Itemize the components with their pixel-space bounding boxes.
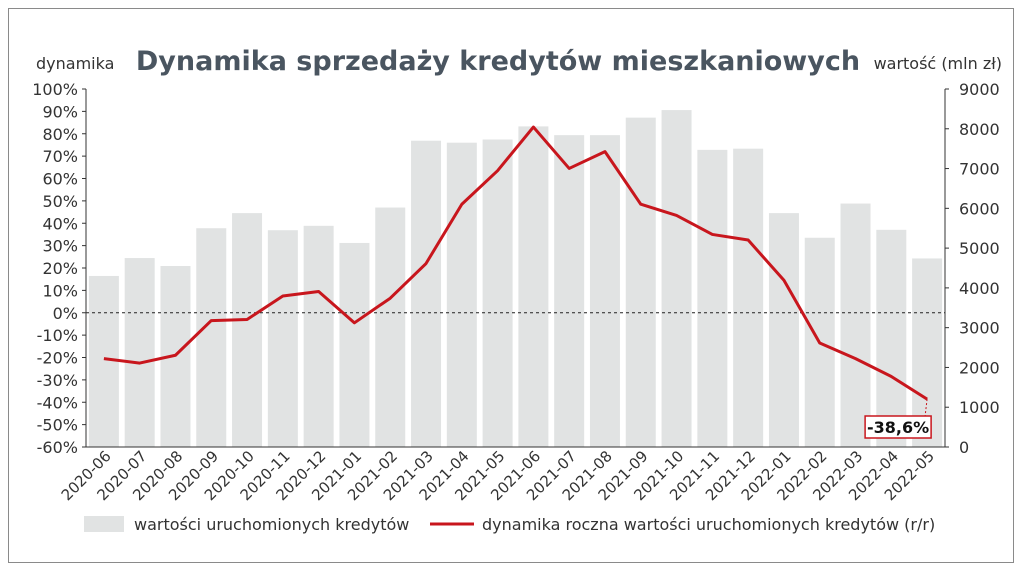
right-tick-label: 7000: [959, 160, 1000, 179]
bar-2022-03: [840, 203, 871, 447]
left-tick-label: 0%: [53, 304, 78, 323]
bar-2022-01: [768, 213, 799, 447]
annotation-group: -38,6%: [864, 399, 932, 439]
annotation-box: [864, 415, 932, 439]
bar-2020-09: [196, 228, 227, 447]
bar-2021-06: [518, 126, 549, 447]
left-tick-label: 10%: [42, 281, 78, 300]
bar-2021-07: [554, 135, 585, 448]
bar-2021-04: [446, 142, 477, 447]
bar-2021-12: [733, 148, 764, 447]
right-tick-label: 5000: [959, 239, 1000, 258]
left-axis-title: dynamika: [36, 54, 114, 73]
left-tick-label: 20%: [42, 259, 78, 278]
left-tick-label: -20%: [37, 349, 78, 368]
bar-2020-07: [124, 258, 155, 447]
bar-2020-12: [303, 225, 334, 447]
bar-2021-01: [339, 242, 370, 447]
left-tick-label: 100%: [32, 80, 78, 99]
right-tick-label: 9000: [959, 80, 1000, 99]
left-tick-label: -60%: [37, 438, 78, 457]
legend-bar-swatch: [84, 516, 124, 532]
bar-2021-11: [697, 149, 728, 448]
right-tick-label: 1000: [959, 398, 1000, 417]
right-axis-title: wartość (mln zł): [874, 54, 1002, 73]
legend-line-label: dynamika roczna wartości uruchomionych k…: [482, 515, 935, 534]
right-tick-label: 0: [959, 438, 969, 457]
chart-title: Dynamika sprzedaży kredytów mieszkaniowy…: [136, 46, 860, 77]
left-tick-label: 60%: [42, 170, 78, 189]
right-tick-label: 4000: [959, 279, 1000, 298]
bar-2021-03: [411, 140, 442, 447]
line-series: [103, 125, 928, 401]
bar-2021-10: [661, 110, 692, 448]
left-tick-label: 80%: [42, 125, 78, 144]
left-tick-label: 40%: [42, 214, 78, 233]
left-tick-label: 30%: [42, 237, 78, 256]
bar-2020-11: [267, 230, 298, 447]
bar-series: [88, 110, 943, 448]
left-tick-label: -40%: [37, 393, 78, 412]
left-tick-label: -30%: [37, 371, 78, 390]
right-tick-label: 8000: [959, 120, 1000, 139]
left-tick-label: 90%: [42, 102, 78, 121]
right-axis-ticks: 9000 8000 7000 6000 5000 4000 3000 2000 1000 0: [945, 80, 1000, 457]
left-tick-label: -10%: [37, 326, 78, 345]
bar-2020-10: [232, 213, 263, 447]
dynamics-line: [103, 125, 928, 401]
bar-2020-06: [88, 275, 119, 447]
right-tick-label: 3000: [959, 319, 1000, 338]
chart-frame: [8, 8, 1014, 563]
x-axis-ticks: 2020-062020-072020-082020-092020-102020-…: [58, 447, 938, 504]
bar-2021-09: [625, 117, 656, 447]
left-tick-label: -50%: [37, 416, 78, 435]
annotation-leader: [924, 399, 928, 417]
bar-2021-05: [482, 139, 513, 448]
legend-bar-label: wartości uruchomionych kredytów: [134, 515, 409, 534]
right-tick-label: 2000: [959, 358, 1000, 377]
legend: wartości uruchomionych kredytów dynamika…: [84, 515, 935, 534]
left-axis-ticks: 100% 90% 80% 70% 60% 50% 40% 30% 20% 10% 0% -10% -20…: [32, 80, 86, 457]
bar-2021-02: [375, 207, 406, 447]
annotation-label: -38,6%: [867, 418, 929, 437]
left-tick-label: 70%: [42, 147, 78, 166]
right-tick-label: 6000: [959, 199, 1000, 218]
bar-2021-08: [589, 135, 620, 448]
left-tick-label: 50%: [42, 192, 78, 211]
bar-2022-04: [876, 229, 907, 447]
